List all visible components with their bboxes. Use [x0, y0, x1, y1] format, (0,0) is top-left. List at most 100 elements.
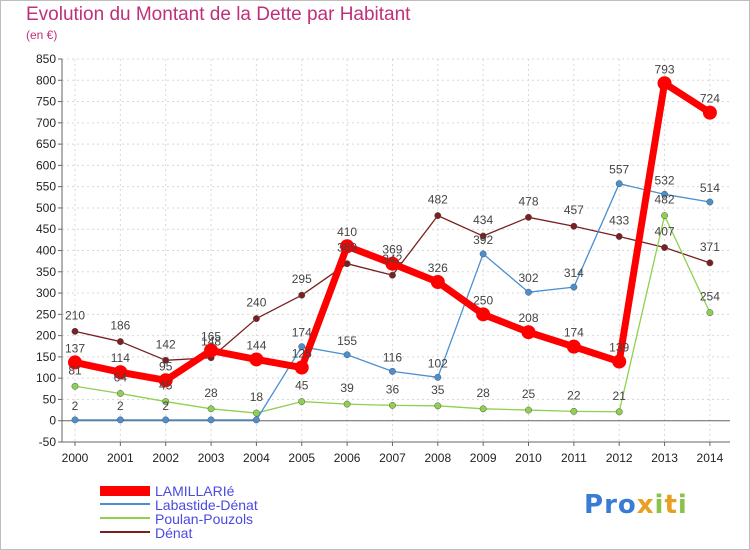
- data-label-poulan-pouzols: 28: [476, 386, 490, 400]
- point-lamillarie: [521, 325, 536, 340]
- point-lamillarie: [430, 274, 445, 289]
- y-tick-label: 350: [36, 265, 56, 279]
- point-denat: [615, 233, 623, 240]
- x-tick-label: 2011: [561, 451, 587, 465]
- point-labastide-denat: [661, 190, 668, 198]
- point-lamillarie: [249, 352, 264, 367]
- x-tick-label: 2012: [606, 451, 633, 465]
- data-label-lamillarie: 139: [609, 341, 629, 355]
- point-denat: [71, 327, 79, 335]
- y-tick-label: 300: [36, 286, 56, 300]
- point-labastide-denat: [116, 416, 124, 424]
- data-label-denat: 482: [428, 193, 448, 207]
- data-label-labastide-denat: 2: [117, 399, 124, 413]
- point-poulan-pouzols: [615, 408, 623, 416]
- legend-swatch-poulan-pouzols: [100, 517, 150, 519]
- point-denat: [298, 291, 306, 299]
- point-poulan-pouzols: [343, 400, 351, 408]
- y-tick-label: 550: [36, 180, 56, 194]
- y-axis-ticks: -50 0 50 100 150 200 250 300 350 400 450 500 550 600 6…: [36, 52, 56, 449]
- y-tick-label: 150: [36, 350, 56, 364]
- data-label-denat: 342: [382, 252, 402, 266]
- point-lamillarie: [204, 343, 219, 358]
- x-tick-label: 2007: [379, 451, 406, 465]
- data-label-poulan-pouzols: 28: [204, 386, 218, 400]
- point-lamillarie: [566, 339, 581, 354]
- x-tick-label: 2004: [243, 451, 270, 465]
- x-tick-label: 2009: [470, 451, 497, 465]
- point-labastide-denat: [706, 198, 714, 206]
- data-label-lamillarie: 125: [292, 347, 312, 361]
- y-tick-label: 650: [36, 137, 56, 151]
- y-tick-label: 50: [43, 392, 57, 406]
- legend-swatch-denat: [100, 531, 150, 533]
- point-poulan-pouzols: [525, 406, 532, 414]
- data-label-labastide-denat: 532: [655, 173, 675, 187]
- data-label-denat: 240: [246, 296, 266, 310]
- data-label-denat: 295: [292, 272, 312, 286]
- point-denat: [116, 338, 124, 346]
- point-lamillarie: [294, 360, 309, 375]
- data-label-poulan-pouzols: 39: [340, 381, 354, 395]
- point-lamillarie: [385, 256, 400, 271]
- point-poulan-pouzols: [479, 405, 487, 413]
- legend-label-lamillarie: LAMILLARIé: [155, 483, 235, 499]
- point-labastide-denat: [434, 373, 442, 381]
- data-label-lamillarie: 410: [337, 225, 357, 239]
- data-label-lamillarie: 724: [700, 92, 720, 106]
- data-label-labastide-denat: 174: [292, 326, 312, 340]
- logo-letter: o: [617, 490, 637, 520]
- point-poulan-pouzols: [389, 401, 396, 409]
- x-tick-label: 2014: [697, 451, 724, 465]
- point-denat: [525, 213, 532, 221]
- y-tick-label: 100: [36, 371, 56, 385]
- data-label-poulan-pouzols: 45: [295, 379, 309, 393]
- point-poulan-pouzols: [706, 309, 714, 317]
- data-label-lamillarie: 144: [246, 338, 266, 352]
- data-label-lamillarie: 114: [111, 351, 130, 365]
- point-poulan-pouzols: [71, 382, 79, 390]
- logo-letter: x: [636, 490, 655, 520]
- point-labastide-denat: [389, 367, 396, 375]
- logo-letter: r: [604, 490, 618, 520]
- x-tick-label: 2010: [515, 451, 542, 465]
- data-label-denat: 457: [564, 203, 584, 217]
- point-labastide-denat: [479, 250, 487, 258]
- data-label-labastide-denat: 557: [609, 163, 629, 177]
- data-label-lamillarie: 95: [159, 359, 173, 373]
- data-label-lamillarie: 326: [428, 261, 448, 275]
- point-lamillarie: [113, 365, 128, 380]
- data-label-denat: 478: [518, 194, 538, 208]
- y-tick-label: 600: [36, 158, 56, 172]
- y-tick-label: 400: [36, 244, 56, 258]
- point-denat: [434, 212, 442, 220]
- point-lamillarie: [657, 76, 672, 91]
- data-label-poulan-pouzols: 254: [700, 290, 720, 304]
- point-denat: [661, 244, 668, 251]
- data-label-labastide-denat: 155: [337, 334, 357, 348]
- y-tick-label: 750: [36, 95, 56, 109]
- data-label-poulan-pouzols: 21: [613, 389, 627, 403]
- data-label-lamillarie: 793: [655, 62, 675, 76]
- x-tick-label: 2000: [62, 451, 89, 465]
- point-labastide-denat: [615, 180, 623, 188]
- y-tick-label: 450: [36, 222, 56, 236]
- point-lamillarie: [612, 354, 627, 369]
- legend-label-labastide-denat: Labastide-Dénat: [155, 497, 258, 513]
- data-label-lamillarie: 165: [201, 330, 221, 344]
- data-label-denat: 186: [110, 319, 130, 333]
- point-poulan-pouzols: [162, 398, 170, 406]
- point-labastide-denat: [71, 416, 79, 424]
- logo-letter: t: [664, 490, 678, 520]
- data-label-labastide-denat: 392: [473, 233, 493, 247]
- data-label-poulan-pouzols: 18: [250, 390, 264, 404]
- data-label-denat: 407: [655, 225, 675, 239]
- data-label-labastide-denat: 314: [564, 266, 584, 280]
- axes: [58, 58, 730, 446]
- data-label-labastide-denat: 2: [72, 399, 79, 413]
- y-tick-label: 500: [36, 201, 56, 215]
- data-label-denat: 433: [609, 213, 629, 227]
- point-lamillarie: [702, 105, 717, 120]
- point-denat: [479, 232, 487, 240]
